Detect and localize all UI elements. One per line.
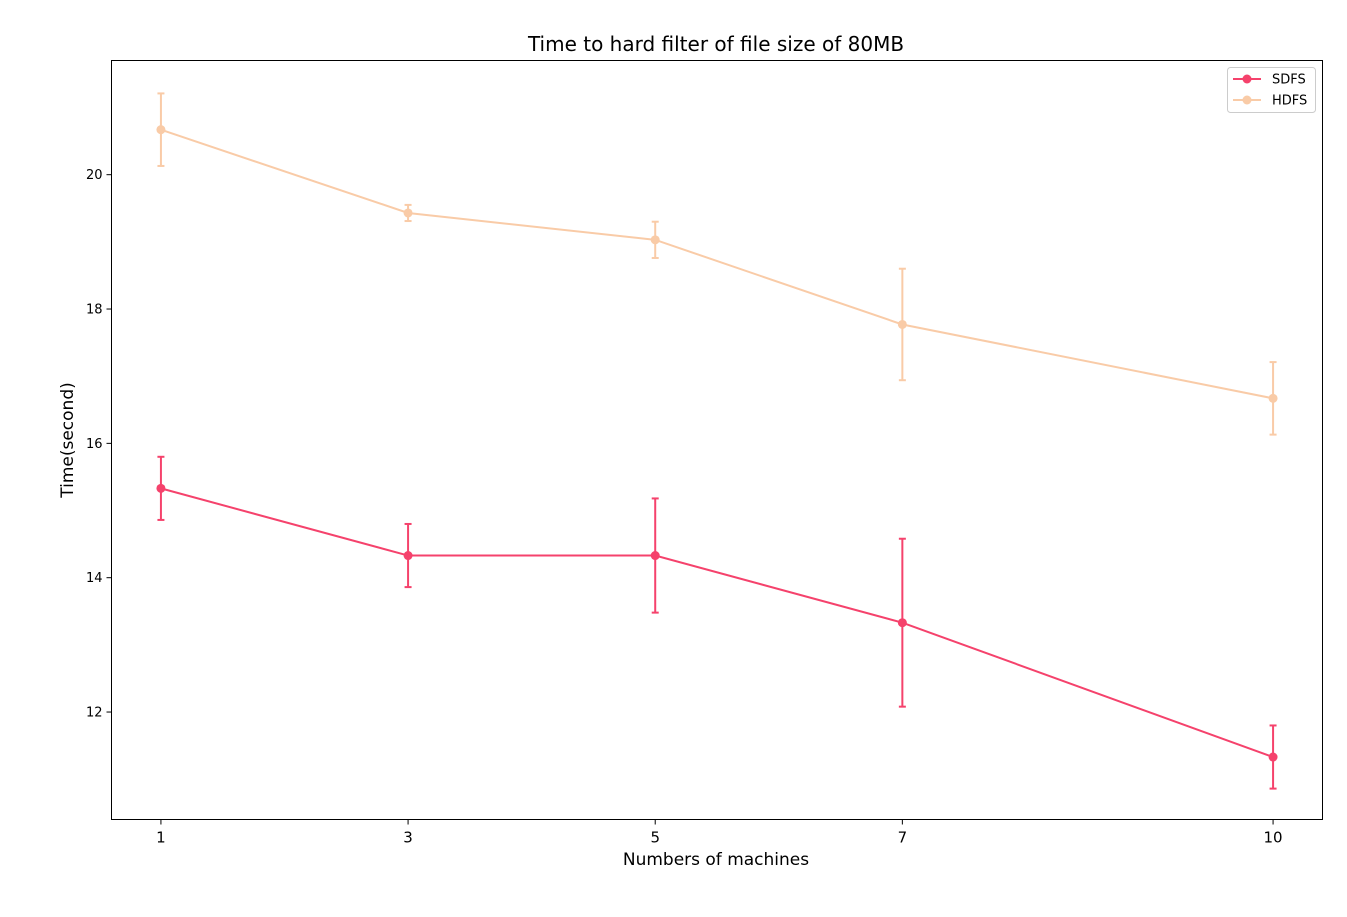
legend-marker-hdfs <box>1242 95 1252 105</box>
data-point-sdfs <box>1268 752 1278 762</box>
data-point-hdfs <box>403 208 413 218</box>
plot-area <box>156 92 1278 790</box>
legend-marker-sdfs <box>1242 74 1252 84</box>
legend-label-hdfs: HDFS <box>1272 94 1307 109</box>
x-tick-label: 5 <box>650 829 660 847</box>
x-tick-label: 3 <box>403 829 413 847</box>
data-point-sdfs <box>897 618 907 628</box>
y-tick-label: 18 <box>86 303 103 318</box>
x-tick-label: 10 <box>1264 829 1283 847</box>
data-point-hdfs <box>650 235 660 245</box>
y-tick-label: 12 <box>86 706 103 721</box>
legend-label-sdfs: SDFS <box>1272 73 1306 88</box>
data-point-hdfs <box>1268 393 1278 403</box>
x-tick-label: 1 <box>156 829 166 847</box>
legend: SDFS HDFS <box>1227 67 1316 113</box>
data-point-hdfs <box>156 125 166 135</box>
chart-title: Time to hard filter of file size of 80MB <box>527 32 904 56</box>
y-tick-label: 16 <box>86 437 103 452</box>
y-tick-label: 20 <box>86 168 103 183</box>
data-point-sdfs <box>156 483 166 493</box>
data-point-sdfs <box>650 551 660 561</box>
data-point-sdfs <box>403 551 413 561</box>
x-axis-label: Numbers of machines <box>623 850 809 870</box>
x-tick-label: 7 <box>898 829 908 847</box>
x-axis: 1 3 5 7 10 <box>156 819 1283 847</box>
plot-frame <box>111 60 1323 820</box>
data-point-hdfs <box>897 319 907 329</box>
y-axis: 12 14 16 18 20 <box>86 168 112 721</box>
y-tick-label: 14 <box>86 571 103 586</box>
y-axis-label: Time(second) <box>58 382 78 499</box>
